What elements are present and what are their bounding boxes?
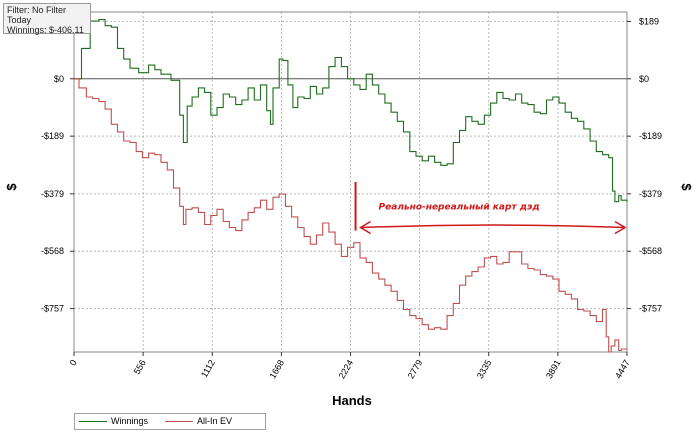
legend-label-winnings: Winnings — [111, 416, 149, 426]
x-tick-label: 556 — [132, 358, 148, 376]
y-tick-label-right: $0 — [639, 74, 649, 84]
y-tick-label-right: -$757 — [639, 304, 662, 314]
x-tick-label: 4447 — [613, 358, 632, 380]
x-tick-label: 3891 — [544, 358, 563, 380]
y-tick-label-right: -$189 — [639, 131, 662, 141]
y-axis-label-right: $ — [679, 183, 694, 191]
filter-label: Filter: No Filter — [7, 5, 67, 15]
x-tick-label: 2779 — [406, 358, 425, 380]
legend: Winnings All-In EV — [74, 413, 266, 430]
annotation-arrowhead-left — [359, 220, 371, 235]
x-tick-label: 2224 — [337, 358, 356, 380]
series-group — [74, 19, 628, 353]
grid-lines — [74, 12, 627, 352]
legend-swatch-allin-ev — [165, 420, 193, 422]
x-tick-label: 0 — [68, 358, 79, 367]
y-tick-label-right: -$568 — [639, 246, 662, 256]
y-tick-label-right: $189 — [639, 16, 659, 26]
series-line-winnings — [74, 19, 628, 203]
y-tick-label-right: -$379 — [639, 189, 662, 199]
y-axis-label-left: $ — [4, 183, 19, 191]
annotation-text: Реально-нереальный карт дэд — [379, 202, 540, 212]
x-tick-label: 1668 — [267, 358, 286, 380]
legend-label-allin-ev: All-In EV — [197, 416, 233, 426]
axis-ticks: $189$189$0$0-$189-$189-$379-$379-$568-$5… — [41, 16, 662, 380]
x-tick-label: 3335 — [475, 358, 494, 380]
annotation-arrowhead-right — [614, 220, 627, 235]
legend-item-allin-ev: All-In EV — [165, 416, 232, 426]
y-tick-label-left: -$379 — [41, 189, 64, 199]
period-label: Today — [7, 15, 32, 25]
x-axis-label: Hands — [332, 393, 372, 408]
y-tick-label-left: -$757 — [41, 304, 64, 314]
y-tick-label-left: $0 — [54, 74, 64, 84]
y-tick-label-left: -$189 — [41, 131, 64, 141]
legend-item-winnings: Winnings — [79, 416, 148, 426]
y-tick-label-left: -$568 — [41, 246, 64, 256]
x-tick-label: 1112 — [199, 358, 217, 379]
annotation-arrow — [360, 224, 626, 229]
legend-swatch-winnings — [79, 420, 107, 422]
filter-info-box: Filter: No Filter Today Winnings: $-406.… — [3, 3, 91, 35]
series-line-allin-ev — [74, 78, 627, 353]
winnings-total: Winnings: $-406.11 — [7, 25, 84, 35]
annotation-group: Реально-нереальный карт дэд — [354, 182, 627, 235]
